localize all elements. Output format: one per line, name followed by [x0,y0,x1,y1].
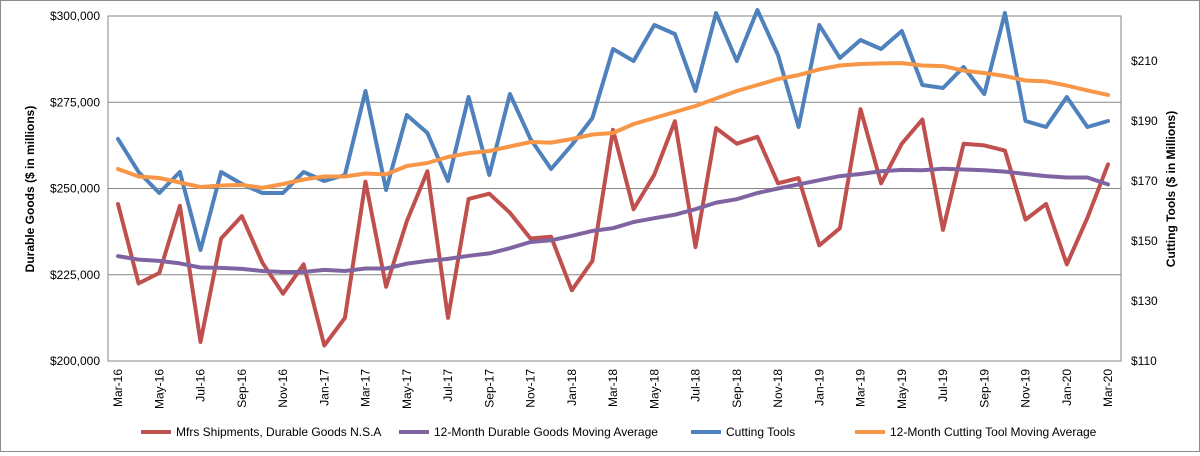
left-axis-title: Durable Goods ($ in millions) [23,106,37,273]
legend-label: 12-Month Durable Goods Moving Average [434,425,658,439]
x-axis-ticks: Mar-16 May-16 Jul-16 Sep-16 Nov-16 Jan-17 Mar-… [111,369,1115,409]
x-tick-label: Sep-19 [977,369,991,408]
x-tick-label: May-18 [647,369,661,409]
right-tick-label: $130 [1131,294,1158,308]
series-line-0 [116,107,1110,348]
right-tick-label: $110 [1131,354,1157,368]
x-tick-label: Jan-18 [565,369,579,406]
x-tick-label: Jul-16 [194,369,208,402]
x-tick-label: Jan-17 [317,369,331,406]
right-tick-label: $210 [1131,54,1158,68]
x-tick-label: Mar-18 [606,369,620,407]
left-tick-label: $275,000 [50,95,100,109]
x-tick-label: Nov-19 [1019,369,1033,408]
x-tick-label: Jan-19 [812,369,826,406]
x-tick-label: May-17 [400,369,414,409]
left-tick-label: $250,000 [50,182,100,196]
x-tick-label: Sep-16 [235,369,249,408]
x-tick-label: Sep-18 [730,369,744,408]
left-axis-ticks: $200,000 $225,000 $250,000 $275,000 $300,000 [50,9,100,368]
right-tick-label: $170 [1131,174,1158,188]
x-tick-label: Nov-16 [276,369,290,408]
x-tick-label: Mar-17 [359,369,373,407]
x-tick-label: May-19 [895,369,909,409]
series-line-2 [116,8,1110,252]
x-tick-label: Jul-17 [441,369,455,402]
left-tick-label: $200,000 [50,354,100,368]
left-tick-label: $300,000 [50,9,100,23]
right-tick-label: $150 [1131,234,1158,248]
x-tick-label: Jul-19 [936,369,950,402]
right-tick-label: $190 [1131,114,1158,128]
series-line-3 [116,61,1110,190]
legend-label: 12-Month Cutting Tool Moving Average [890,425,1097,439]
right-axis-title: Cutting Tools ($ in Millions) [1164,111,1178,267]
x-tick-label: Jan-20 [1060,369,1074,406]
series-line-1 [116,166,1110,274]
x-tick-label: Mar-20 [1101,369,1115,407]
left-tick-label: $225,000 [50,268,100,282]
x-tick-label: Nov-17 [524,369,538,408]
x-tick-label: Mar-19 [854,369,868,407]
x-tick-label: Nov-18 [771,369,785,408]
x-tick-label: May-16 [152,369,166,409]
legend: Mfrs Shipments, Durable Goods N.S.A 12-Mo… [141,425,1097,439]
right-axis-ticks: $110 $130 $150 $170 $190 $210 [1131,54,1158,368]
legend-label: Mfrs Shipments, Durable Goods N.S.A [176,425,381,439]
x-tick-label: Jul-18 [689,369,703,402]
series-lines [116,8,1110,348]
legend-label: Cutting Tools [726,425,795,439]
x-tick-label: Mar-16 [111,369,125,407]
x-tick-label: Sep-17 [482,369,496,408]
